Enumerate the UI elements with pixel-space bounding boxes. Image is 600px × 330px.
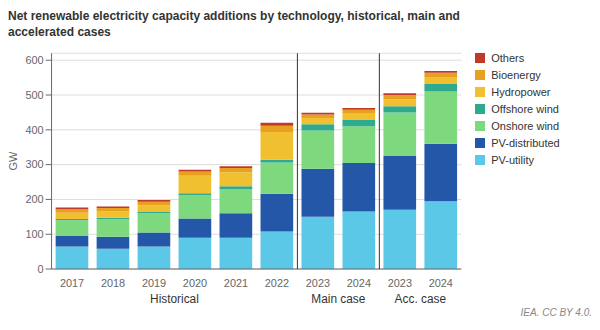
html-text:PV-utility: PV-utility [491,154,534,166]
svg-text:2020: 2020 [183,277,207,289]
html-text:Net renewable electricity capa: Net renewable electricity capacity addit… [8,9,460,23]
html-text:Others: Others [491,52,525,64]
svg-text:2023: 2023 [306,277,330,289]
html-text:PV-distributed: PV-distributed [491,137,560,149]
html-text:Hydropower: Hydropower [491,86,551,98]
svg-text:Main case: Main case [311,292,365,306]
svg-text:2021: 2021 [224,277,248,289]
svg-text:2024: 2024 [347,277,371,289]
svg-text:500: 500 [25,89,43,101]
html-text:accelerated cases: accelerated cases [8,25,111,39]
svg-text:Acc. case: Acc. case [395,292,447,306]
svg-text:2019: 2019 [142,277,166,289]
svg-text:2024: 2024 [429,277,453,289]
svg-text:GW: GW [8,151,19,170]
svg-text:200: 200 [25,193,43,205]
svg-text:400: 400 [25,124,43,136]
svg-text:300: 300 [25,158,43,170]
html-text:Offshore wind: Offshore wind [491,103,559,115]
svg-text:0: 0 [38,263,44,275]
html-text:Bioenergy: Bioenergy [491,69,541,81]
svg-text:2018: 2018 [101,277,125,289]
svg-text:Historical: Historical [150,292,199,306]
svg-text:2022: 2022 [265,277,289,289]
svg-text:600: 600 [25,54,43,66]
html-text:IEA. CC BY 4.0.: IEA. CC BY 4.0. [520,307,592,318]
html-text:Onshore wind: Onshore wind [491,120,560,132]
svg-text:2017: 2017 [60,277,84,289]
svg-text:2023: 2023 [388,277,412,289]
svg-text:100: 100 [25,228,43,240]
